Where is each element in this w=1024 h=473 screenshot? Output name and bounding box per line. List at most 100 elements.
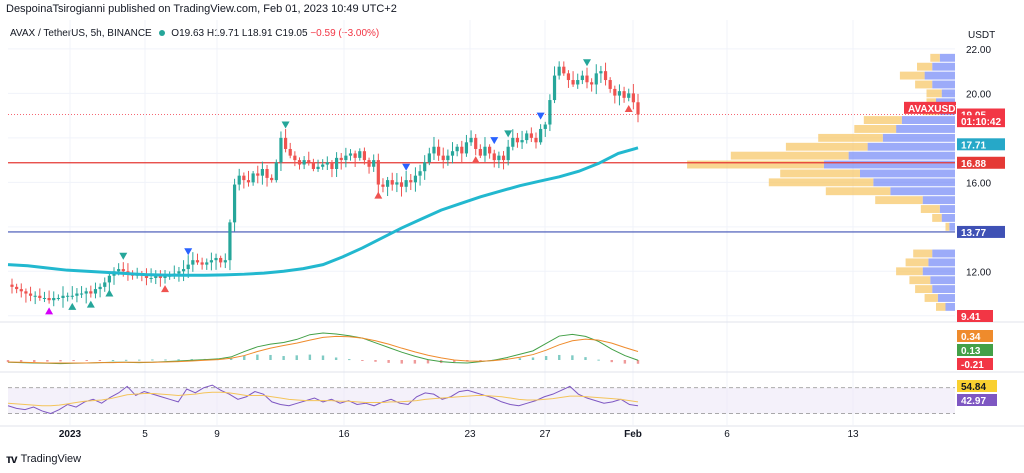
candle-body — [520, 140, 524, 143]
symbol-legend: AVAX / TetherUS, 5h, BINANCE O19.63 H19.… — [10, 28, 379, 39]
rsi-value-text: 54.84 — [961, 382, 986, 393]
macd-value-box — [957, 344, 993, 356]
profile-bar-yellow — [899, 71, 925, 80]
candle-body — [209, 260, 213, 263]
macd-histogram-bar — [374, 360, 377, 362]
rsi-band-fill — [8, 387, 955, 414]
price-label-box — [957, 156, 1005, 169]
candle-body — [552, 75, 557, 101]
candle-body — [316, 166, 320, 169]
buy-signal-triangle — [86, 300, 95, 308]
profile-bar-blue — [932, 249, 955, 258]
profile-bar-blue — [945, 302, 955, 311]
candle-body — [246, 180, 251, 183]
profile-bar-yellow — [930, 53, 940, 62]
candle-body — [163, 275, 167, 278]
candle-body — [256, 173, 260, 176]
candle-body — [539, 128, 543, 143]
candle-body — [543, 124, 547, 129]
candle-body — [413, 175, 418, 183]
profile-bar-blue — [848, 151, 955, 160]
y-tick-label: 22.00 — [966, 45, 991, 56]
candle-body — [191, 260, 195, 265]
candle-body — [464, 142, 469, 154]
candle-body — [362, 151, 367, 161]
grid-lines — [8, 20, 955, 425]
x-tick-label: 5 — [142, 429, 148, 440]
profile-bar-blue — [939, 205, 955, 213]
ohlc-change: −0.59 (−3.00%) — [310, 28, 380, 39]
macd-histogram-bar — [610, 360, 613, 363]
profile-bar-yellow — [945, 222, 950, 231]
tradingview-logo[interactable]: ᴛᴠ TradingView — [6, 452, 81, 466]
macd-histogram-bar — [623, 360, 627, 364]
candle-body — [353, 153, 357, 158]
ohlc-high: H19.71 — [206, 28, 240, 39]
candle-body — [423, 162, 427, 172]
candle-body — [47, 297, 51, 301]
profile-bar-blue — [932, 285, 955, 294]
macd-histogram-bar — [229, 358, 233, 360]
candle-body — [409, 180, 413, 183]
candle-body — [195, 260, 200, 263]
candle-body — [302, 160, 306, 165]
candle-body — [562, 66, 566, 74]
candle-body — [66, 295, 70, 297]
candle-body — [399, 182, 404, 187]
macd-histogram-bar — [453, 360, 456, 363]
macd-histogram-bar — [334, 357, 338, 360]
x-tick-label: 23 — [464, 429, 476, 440]
profile-bar-blue — [924, 71, 955, 80]
macd-value-box — [957, 358, 993, 370]
ohlc-open: O19.63 — [171, 28, 205, 39]
candle-body — [154, 275, 158, 278]
buy-signal-triangle — [45, 307, 54, 315]
profile-bar-blue — [941, 89, 955, 98]
candle-body — [376, 160, 380, 185]
macd-histogram-bar — [6, 360, 10, 363]
candle-body — [186, 264, 190, 270]
candle-body — [372, 160, 376, 167]
moving-average-line — [7, 146, 639, 277]
y-axis-title: USDT — [968, 30, 995, 41]
price-label-text: 01:10:42 — [961, 117, 1001, 128]
candle-body — [228, 222, 232, 261]
candle-body — [181, 269, 186, 272]
macd-histogram-bar — [164, 359, 167, 361]
candle-body — [613, 88, 617, 96]
macd-histogram-bar — [72, 360, 75, 362]
candle-body — [497, 155, 501, 161]
support-levels — [8, 114, 955, 233]
profile-bar-yellow — [915, 285, 933, 294]
candle-body — [334, 157, 339, 169]
profile-bar-yellow — [915, 80, 933, 89]
candle-body — [279, 137, 283, 163]
x-tick-label: 13 — [847, 429, 859, 440]
profile-bar-blue — [890, 187, 955, 196]
macd-histogram-bar — [544, 356, 548, 360]
candle-body — [214, 257, 218, 261]
price-label-box — [904, 101, 956, 114]
candle-body — [200, 262, 204, 265]
sell-signal-triangle — [281, 121, 290, 129]
sell-signal-triangle — [184, 248, 193, 256]
candle-body — [501, 155, 506, 161]
candle-body — [344, 155, 348, 161]
macd-panel — [6, 332, 640, 365]
candle-body — [89, 291, 93, 294]
profile-bar-yellow — [936, 302, 946, 311]
candle-body — [93, 289, 98, 294]
macd-histogram-bar — [256, 354, 259, 360]
macd-histogram-bar — [295, 355, 298, 360]
candle-body — [42, 297, 47, 299]
buy-signal-triangle — [105, 289, 114, 297]
symbol-name[interactable]: AVAX / TetherUS, 5h, BINANCE — [10, 28, 152, 39]
candle-body — [469, 137, 473, 143]
profile-bar-blue — [823, 160, 955, 169]
macd-histogram-bar — [282, 356, 285, 360]
candle-body — [297, 160, 302, 165]
candle-body — [205, 262, 209, 265]
candle-body — [580, 75, 584, 81]
profile-bar-yellow — [768, 178, 874, 187]
